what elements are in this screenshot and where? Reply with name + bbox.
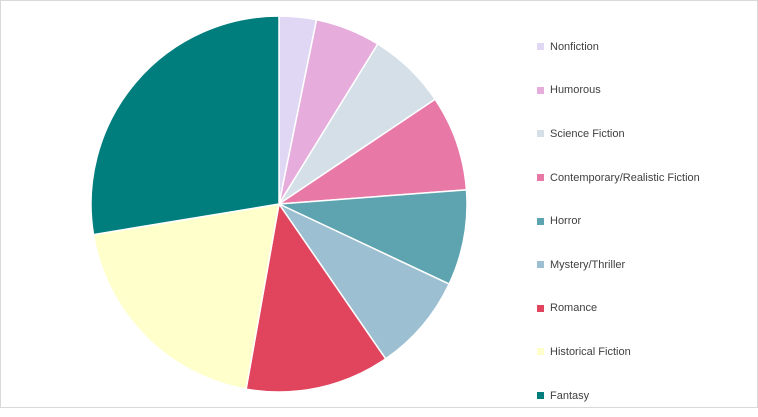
legend-swatch xyxy=(537,130,544,138)
legend-label: Historical Fiction xyxy=(550,345,631,358)
legend-swatch xyxy=(537,86,544,94)
legend-label: Science Fiction xyxy=(550,127,625,140)
pie-slice-fantasy xyxy=(90,15,280,236)
pie-slice-contemporary-realistic-fiction xyxy=(276,98,468,205)
legend-item-fantasy: Fantasy xyxy=(537,374,749,417)
legend-swatch xyxy=(537,392,544,400)
legend-item-horror: Horror xyxy=(537,199,749,243)
legend-label: Fantasy xyxy=(550,389,590,402)
legend-label: Contemporary/Realistic Fiction xyxy=(550,171,700,184)
legend-swatch xyxy=(537,174,544,182)
legend-label: Horror xyxy=(550,215,582,228)
pie-slice-romance xyxy=(245,202,387,393)
legend-item-science-fiction: Science Fiction xyxy=(537,112,749,156)
legend-item-romance: Romance xyxy=(537,287,749,331)
pie-slice-historical-fiction xyxy=(92,203,280,390)
legend-swatch xyxy=(537,304,544,312)
legend-item-historical-fiction: Historical Fiction xyxy=(537,330,749,374)
legend-item-contemporary-realistic-fiction: Contemporary/Realistic Fiction xyxy=(537,156,749,200)
pie-slice-mystery-thriller xyxy=(276,202,451,360)
chart-frame: Nonfiction Humorous Science Fiction Contemp… xyxy=(0,0,758,408)
legend-label: Romance xyxy=(550,302,598,315)
legend-swatch xyxy=(537,261,544,269)
pie-slice-horror xyxy=(276,189,468,286)
legend: Nonfiction Humorous Science Fiction Contemp… xyxy=(537,25,749,402)
legend-item-mystery-thriller: Mystery/Thriller xyxy=(537,243,749,287)
pie-chart xyxy=(90,15,468,393)
legend-label: Mystery/Thriller xyxy=(550,258,626,271)
legend-label: Nonfiction xyxy=(550,40,599,53)
legend-swatch xyxy=(537,217,544,225)
legend-swatch xyxy=(537,348,544,356)
legend-item-humorous: Humorous xyxy=(537,69,749,113)
legend-label: Humorous xyxy=(550,84,601,97)
legend-swatch xyxy=(537,43,544,51)
legend-item-nonfiction: Nonfiction xyxy=(537,25,749,69)
